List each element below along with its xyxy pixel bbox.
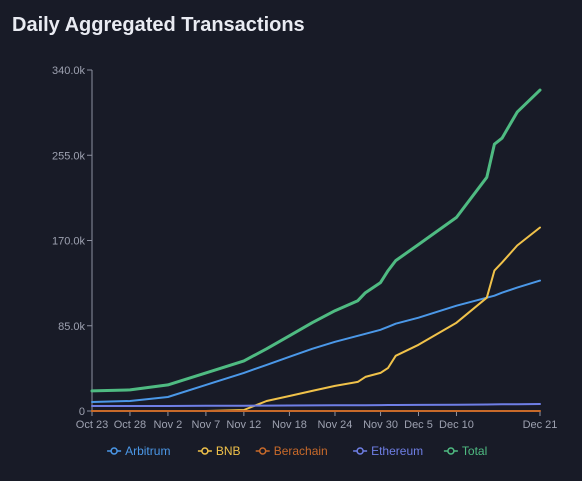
legend-item-total[interactable]: Total: [443, 444, 487, 458]
y-tick-label: 170.0k: [52, 236, 86, 248]
legend-group: Arbitrum BNB Berachain Ethereum Total: [107, 444, 487, 458]
legend-label: Arbitrum: [125, 444, 170, 458]
x-tick-label: Nov 7: [192, 419, 221, 431]
legend-item-berachain[interactable]: Berachain: [255, 444, 328, 458]
legend-label: BNB: [216, 444, 241, 458]
legend-item-ethereum[interactable]: Ethereum: [353, 444, 423, 458]
legend-item-arbitrum[interactable]: Arbitrum: [107, 444, 170, 458]
x-tick-label: Nov 30: [363, 419, 398, 431]
y-tick-label: 340.0k: [52, 65, 86, 77]
y-tick-label: 255.0k: [52, 150, 86, 162]
legend-swatch-dot: [356, 447, 364, 455]
legend-swatch-dot: [110, 447, 118, 455]
legend-swatch-dot: [201, 447, 209, 455]
legend-label: Berachain: [274, 444, 328, 458]
y-tick-label: 0: [79, 406, 85, 418]
x-tick-label: Nov 18: [272, 419, 307, 431]
series-line-arbitrum: [91, 279, 541, 403]
legend-swatch-dot: [447, 447, 455, 455]
x-tick-label: Nov 24: [318, 419, 353, 431]
x-tick-label: Dec 10: [439, 419, 474, 431]
series-line-total: [90, 88, 542, 393]
axes-group: 0 85.0k 170.0k 255.0k 340.0k Oct 23 Oct 28 Nov …: [52, 65, 557, 431]
legend-swatch-dot: [258, 447, 267, 455]
legend-item-bnb[interactable]: BNB: [197, 444, 241, 458]
x-tick-label: Dec 21: [523, 419, 558, 431]
chart-title: Daily Aggregated Transactions: [12, 14, 305, 36]
legend-label: Total: [462, 444, 487, 458]
x-tick-label: Nov 2: [154, 419, 183, 431]
x-tick-label: Dec 5: [404, 419, 433, 431]
legend-label: Ethereum: [371, 444, 423, 458]
x-tick-label: Nov 12: [226, 419, 261, 431]
series-lines-group: [90, 88, 542, 412]
series-line-ethereum: [91, 403, 541, 407]
x-tick-label: Oct 23: [76, 419, 108, 431]
x-tick-label: Oct 28: [114, 419, 146, 431]
y-tick-label: 85.0k: [58, 321, 85, 333]
